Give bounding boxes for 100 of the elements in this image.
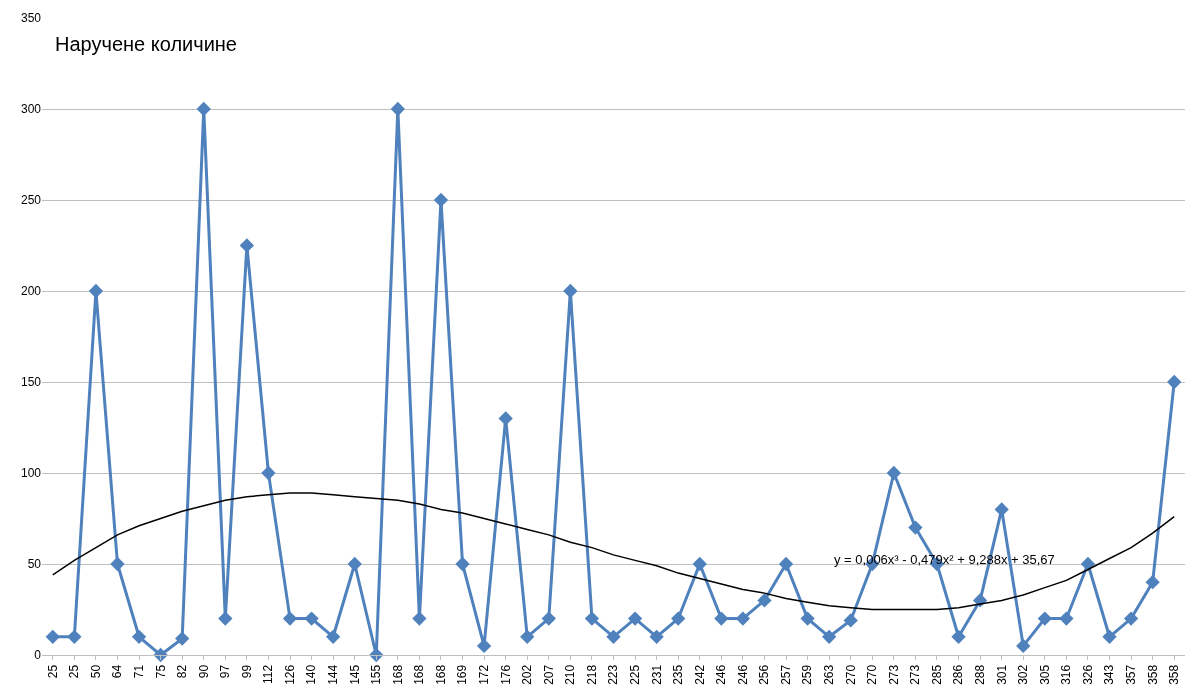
x-tick-label: 155 <box>369 664 384 685</box>
x-tick-label: 343 <box>1102 664 1117 685</box>
x-tick-label: 242 <box>692 664 707 685</box>
point <box>347 556 362 572</box>
x-tick-label: 246 <box>735 664 750 685</box>
x-tick-label: 99 <box>239 664 254 679</box>
x-tick-label: 259 <box>800 664 815 685</box>
x-tick-label: 302 <box>1016 664 1031 685</box>
point <box>175 631 190 646</box>
point <box>131 629 147 644</box>
point <box>476 638 492 654</box>
point <box>671 611 686 626</box>
x-tick-label: 82 <box>175 664 190 679</box>
x-tick-label: 285 <box>929 664 944 685</box>
point <box>1167 374 1182 390</box>
x-tick-label: 90 <box>196 664 211 679</box>
point <box>67 629 82 644</box>
x-tick-label: 235 <box>671 664 686 685</box>
x-tick-label: 172 <box>477 664 491 685</box>
x-tick-label: 50 <box>88 664 103 679</box>
x-tick-label: 305 <box>1037 664 1052 685</box>
point <box>520 629 535 644</box>
point <box>1080 556 1096 572</box>
y-tick-label: 50 <box>27 557 42 572</box>
point <box>433 192 449 208</box>
point <box>692 556 707 572</box>
x-tick-label: 202 <box>520 664 535 685</box>
x-tick-label: 270 <box>843 664 858 685</box>
point <box>714 611 729 626</box>
x-tick-label: 126 <box>282 664 297 685</box>
point <box>1102 629 1117 644</box>
x-tick-label: 25 <box>45 664 60 679</box>
line-series <box>52 492 1175 611</box>
point <box>541 611 556 626</box>
x-tick-label: 358 <box>1167 664 1182 685</box>
x-tick-label: 168 <box>390 664 405 685</box>
point <box>800 611 815 626</box>
point <box>412 611 427 626</box>
point <box>908 520 923 535</box>
point <box>649 629 664 644</box>
x-tick-label: 140 <box>304 664 319 685</box>
x-tick-label: 144 <box>326 664 341 685</box>
x-tick-label: 288 <box>973 664 988 685</box>
x-tick-label: 326 <box>1080 664 1095 685</box>
y-tick-label: 0 <box>34 648 42 663</box>
x-tick-label: 75 <box>153 664 168 679</box>
point <box>778 556 794 572</box>
x-tick-label: 97 <box>218 664 233 679</box>
x-tick-label: 168 <box>412 664 427 685</box>
point <box>951 629 966 644</box>
point <box>757 593 772 608</box>
point <box>886 465 902 481</box>
point <box>1123 611 1139 626</box>
point <box>390 101 405 117</box>
x-tick-label: 256 <box>757 664 772 685</box>
point <box>498 411 513 426</box>
x-tick-label: 145 <box>347 664 362 685</box>
x-tick-label: 301 <box>994 664 1009 685</box>
x-tick-label: 273 <box>908 664 923 685</box>
x-tick-label: 286 <box>951 664 966 685</box>
x-tick-label: 357 <box>1123 664 1138 685</box>
x-tick-label: 225 <box>627 664 642 685</box>
x-tick-label: 207 <box>541 664 556 685</box>
y-tick-label: 100 <box>20 466 42 481</box>
point <box>1145 575 1160 590</box>
x-tick-label: 270 <box>865 664 880 685</box>
y-tick-label: 300 <box>20 102 42 117</box>
point <box>196 101 211 117</box>
x-tick-label: 218 <box>584 664 599 685</box>
point <box>110 556 125 572</box>
point <box>282 611 298 626</box>
x-tick-label: 316 <box>1059 664 1074 685</box>
point <box>1037 611 1052 626</box>
point <box>218 611 233 626</box>
x-tick-label: 112 <box>261 664 276 684</box>
point <box>455 556 470 572</box>
x-tick-label: 169 <box>455 664 470 685</box>
x-tick-label: 64 <box>110 664 125 679</box>
point <box>325 629 341 644</box>
point <box>304 611 319 626</box>
point <box>627 611 643 626</box>
y-tick-label: 250 <box>20 193 42 208</box>
point <box>239 238 255 253</box>
point <box>563 283 578 299</box>
point <box>88 283 104 299</box>
y-tick-label: 350 <box>20 11 42 26</box>
y-tick-label: 150 <box>20 375 42 390</box>
point <box>261 465 276 481</box>
point <box>1059 611 1074 626</box>
point <box>584 611 600 626</box>
x-tick-label: 210 <box>563 664 578 685</box>
point <box>606 629 621 644</box>
x-tick-label: 223 <box>606 664 621 685</box>
x-tick-label: 25 <box>67 664 82 679</box>
point <box>1016 638 1031 654</box>
x-tick-label: 358 <box>1145 664 1160 685</box>
x-tick-label: 257 <box>778 664 793 685</box>
x-tick-label: 246 <box>714 664 729 685</box>
point <box>822 629 837 644</box>
point <box>843 613 858 628</box>
